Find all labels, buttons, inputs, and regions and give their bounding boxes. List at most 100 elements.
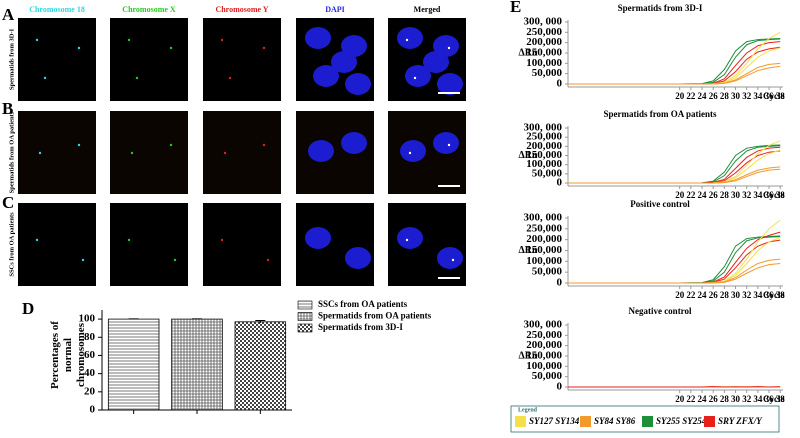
signal-dot: [413, 76, 417, 80]
amplification-curve: [568, 258, 781, 284]
row-label: Spermatids from OA patients: [8, 111, 15, 193]
micrograph: [110, 111, 188, 194]
micrograph: [203, 111, 281, 194]
signal-dot: [130, 151, 134, 155]
y-tick-label: 150,000: [526, 350, 562, 362]
x-tick-label: 38: [776, 394, 786, 404]
y-tick-label: 100,000: [526, 255, 562, 267]
x-tick-label: 24: [698, 190, 708, 200]
legend-swatch: [642, 416, 653, 427]
nucleus: [305, 227, 331, 249]
y-tick-label: 300, 000: [524, 212, 563, 224]
signal-dot: [77, 46, 81, 50]
panel-label: A: [2, 5, 15, 24]
nucleus: [423, 51, 449, 73]
signal-dot: [447, 143, 451, 147]
micrograph: [110, 18, 188, 101]
nucleus: [341, 132, 367, 154]
signal-dot: [127, 38, 131, 42]
legend-swatch: [297, 300, 313, 310]
y-tick-label: 0: [90, 404, 96, 416]
x-tick-label: 32: [742, 290, 752, 300]
x-tick-label: 30: [731, 190, 741, 200]
amplification-curve: [568, 236, 781, 284]
micrograph: [203, 203, 281, 286]
signal-dot: [35, 38, 39, 42]
y-axis-label: ΔRn: [518, 150, 537, 161]
y-tick-label: 40: [84, 367, 96, 379]
nucleus: [437, 247, 463, 269]
bar: [171, 318, 223, 411]
nucleus: [397, 227, 423, 249]
signal-dot: [262, 46, 266, 50]
y-tick-label: 300, 000: [524, 16, 563, 28]
x-tick-label: 36: [765, 394, 775, 404]
chart-title: Positive control: [630, 199, 690, 209]
x-tick-label: 36: [765, 290, 775, 300]
x-tick-label: 20: [675, 91, 685, 101]
error-bar: [192, 318, 202, 320]
y-tick-label: 50,000: [532, 167, 563, 179]
x-tick-label: 36: [765, 190, 775, 200]
amplification-curve: [568, 219, 781, 284]
amplification-curve: [568, 231, 781, 284]
y-tick-label: 100,000: [526, 360, 562, 372]
signal-dot: [127, 238, 131, 242]
x-tick-label: 38: [776, 290, 786, 300]
signal-dot: [451, 258, 455, 262]
micrograph: [18, 203, 96, 286]
signal-dot: [405, 38, 409, 42]
amplification-curve: [568, 65, 781, 85]
signal-dot: [262, 143, 266, 147]
amplification-curve: [568, 150, 781, 184]
nucleus: [345, 73, 371, 95]
amplification-curve: [568, 235, 781, 284]
legend-label: Spermatids from OA patients: [318, 311, 432, 321]
y-axis-label: ΔRn: [518, 245, 537, 256]
row-label: Spermatids from 3D-I: [8, 28, 15, 90]
y-tick-label: 200,000: [526, 140, 562, 152]
legend-label: SSCs from OA patients: [318, 299, 408, 309]
y-tick-label: 100: [79, 313, 96, 325]
signal-dot: [266, 258, 270, 262]
x-tick-label: 28: [720, 394, 730, 404]
y-tick-label: 150,000: [526, 47, 562, 59]
y-tick-label: 300, 000: [524, 122, 563, 134]
y-tick-label: 250,000: [526, 329, 562, 341]
y-tick-label: 300, 000: [524, 319, 563, 331]
chart-title: Spermatids from 3D-I: [618, 3, 703, 13]
column-header: Chromosome X: [122, 5, 176, 14]
x-tick-label: 26: [709, 91, 719, 101]
y-tick-label: 200,000: [526, 339, 562, 351]
y-tick-label: 50,000: [532, 370, 563, 382]
signal-dot: [43, 76, 47, 80]
x-tick-label: 28: [720, 290, 730, 300]
signal-dot: [81, 258, 85, 262]
amplification-curve: [568, 41, 781, 85]
amplification-curve: [568, 237, 781, 284]
signal-dot: [169, 143, 173, 147]
signal-dot: [173, 258, 177, 262]
x-tick-label: 36: [765, 91, 775, 101]
nucleus: [433, 132, 459, 154]
amplification-curve: [568, 47, 781, 85]
signal-dot: [408, 151, 412, 155]
y-tick-label: 200,000: [526, 36, 562, 48]
x-tick-label: 32: [742, 394, 752, 404]
x-tick-label: 34: [753, 394, 763, 404]
y-tick-label: 20: [84, 385, 96, 397]
panel-label: B: [2, 99, 13, 118]
panel-label: C: [2, 193, 14, 212]
y-tick-label: 250,000: [526, 222, 562, 234]
signal-dot: [38, 151, 42, 155]
legend-swatch: [297, 312, 313, 321]
y-axis-label: ΔRn: [518, 47, 537, 58]
x-tick-label: 34: [753, 190, 763, 200]
x-axis-label: Cycle: [763, 394, 785, 404]
signal-dot: [135, 76, 139, 80]
chart-title: Negative control: [628, 306, 692, 316]
x-tick-label: 24: [698, 394, 708, 404]
signal-dot: [77, 143, 81, 147]
